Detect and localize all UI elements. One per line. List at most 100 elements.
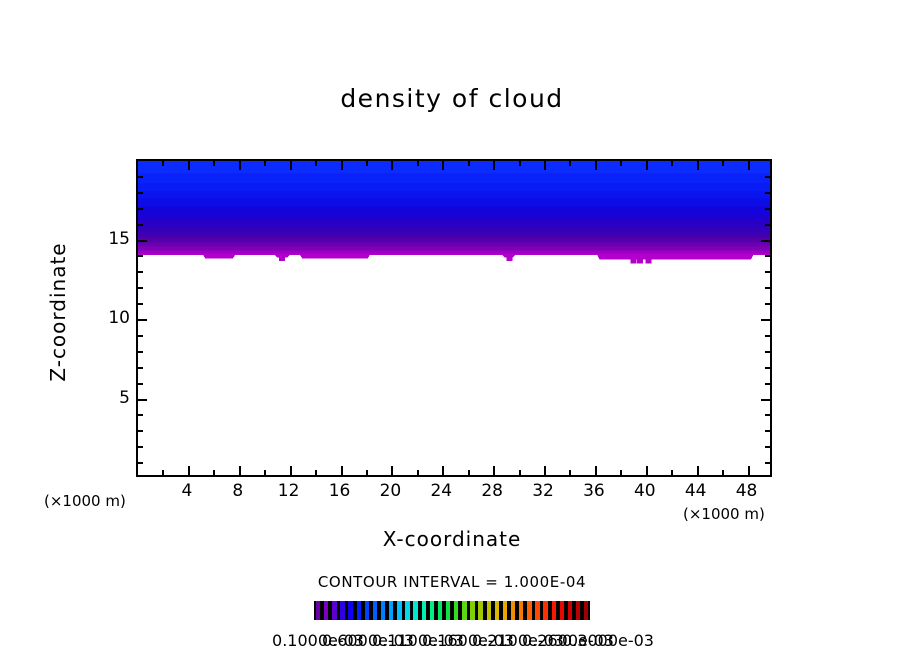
colorbar-tick-label: 0.1600e-03 [422,631,514,650]
x-tick-label: 44 [684,481,707,501]
axis-tick [747,466,750,475]
colorbar-swatch-fill [502,601,508,620]
axis-tick [722,161,725,166]
axis-tick [315,161,318,166]
axis-tick [391,466,394,475]
axis-tick [162,470,165,475]
axis-tick [138,191,143,194]
page-title: density of cloud [340,84,564,113]
colorbar-swatch-fill [535,601,540,620]
axis-tick [493,161,496,170]
axis-tick [620,470,623,475]
contour-band [138,190,770,199]
colorbar-swatch-fill [445,601,451,620]
colorbar-swatch [355,601,363,620]
x-tick-label: 40 [633,481,656,501]
axis-tick [264,470,267,475]
x-axis-unit-right: (×1000 m) [683,505,765,523]
colorbar-swatch-fill [421,601,426,620]
colorbar-swatch [330,601,338,620]
colorbar-swatch [582,601,590,620]
axis-tick [722,470,725,475]
colorbar-swatch-fill [348,601,353,620]
axis-tick [416,470,419,475]
axis-tick [138,462,143,465]
y-tick-label: 10 [108,308,130,328]
axis-tick [765,287,770,290]
colorbar-swatch-fill [437,601,443,620]
colorbar-swatch-fill [413,601,418,620]
axis-tick [187,161,190,170]
colorbar-tick-label: 0.1000e-03 [272,631,364,650]
colorbar-swatch [452,601,460,620]
colorbar-swatch [403,601,411,620]
axis-tick [761,319,770,321]
colorbar-swatch [477,601,485,620]
contour-plot-area [136,159,772,477]
colorbar-swatch [338,601,346,620]
axis-tick [765,350,770,353]
axis-tick [391,161,394,170]
axis-tick [761,398,770,401]
contour-speckle [645,258,652,264]
colorbar-tick-label: 0.2600e-03 [522,631,614,650]
colorbar-swatch [550,601,558,620]
axis-tick [264,161,267,166]
axis-tick [696,161,699,170]
axis-tick [442,161,445,170]
colorbar-swatch-fill [397,601,402,620]
contour-fill [138,161,770,264]
axis-tick [594,466,597,475]
colorbar-swatch-fill [470,601,475,620]
axis-tick [518,470,521,475]
axis-tick [765,430,770,433]
colorbar-swatch [574,601,582,620]
contour-speckle [506,256,513,262]
axis-tick [765,255,770,258]
colorbar-swatch [558,601,566,620]
colorbar-swatch [533,601,541,620]
axis-tick [765,207,770,210]
contour-interval-label: CONTOUR INTERVAL = 1.000E-04 [317,573,587,591]
axis-tick [238,161,241,170]
colorbar-swatch [322,601,330,620]
contour-band [138,226,770,234]
axis-tick [138,414,143,417]
colorbar-swatch [379,601,387,620]
axis-tick [213,470,216,475]
colorbar-swatch [420,601,428,620]
colorbar-swatch [444,601,452,620]
axis-tick [671,161,674,166]
colorbar-swatch-fill [494,601,499,620]
axis-tick [213,161,216,166]
axis-tick [162,161,165,166]
axis-tick [765,271,770,274]
axis-tick [138,319,147,321]
axis-tick [138,350,143,353]
colorbar-swatch [428,601,436,620]
x-tick-label: 48 [735,481,758,501]
axis-tick [569,470,572,475]
colorbar-swatch-fill [356,601,361,620]
colorbar-swatch [436,601,444,620]
axis-tick [544,161,547,170]
axis-tick [138,446,143,449]
axis-tick [765,191,770,194]
axis-tick [138,287,143,290]
contour-speckle [630,258,637,264]
colorbar-swatch [314,601,322,620]
colorbar-swatch-fill [315,601,321,620]
contour-speckle [636,258,643,264]
axis-tick [289,161,292,170]
contour-band [138,233,770,238]
axis-tick [289,466,292,475]
x-tick-label: 32 [532,481,554,501]
colorbar-swatch [347,601,355,620]
colorbar-swatch [566,601,574,620]
axis-tick [765,414,770,417]
x-tick-label: 28 [481,481,503,501]
colorbar-swatch [525,601,533,620]
colorbar [314,601,590,620]
colorbar-swatch-fill [527,601,532,620]
